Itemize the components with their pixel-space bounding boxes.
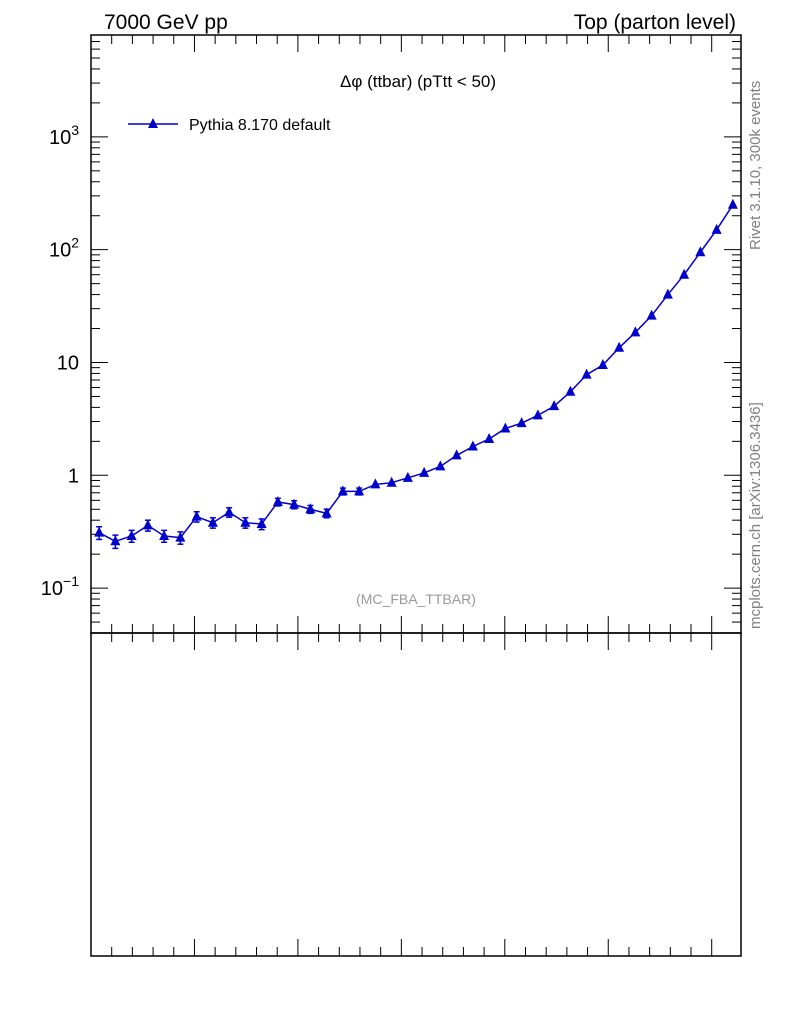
y-tick-label: 103	[49, 122, 79, 149]
data-point-marker	[662, 288, 673, 299]
data-point-marker	[402, 471, 413, 482]
header-energy-label: 7000 GeV pp	[104, 11, 228, 34]
data-point-marker	[289, 498, 300, 509]
data-point-marker	[500, 422, 511, 433]
y-tick-label: 10	[57, 352, 79, 374]
x-axis-ticks	[90, 35, 713, 956]
rivet-version-label: Rivet 3.1.10, 300k events	[747, 81, 764, 250]
data-point-marker	[224, 506, 235, 517]
series-line	[98, 204, 734, 543]
data-point-marker	[94, 526, 105, 537]
data-point-marker	[695, 246, 706, 257]
data-point-marker	[240, 516, 251, 527]
data-point-marker	[597, 359, 608, 370]
analysis-watermark: (MC_FBA_TTBAR)	[356, 591, 476, 607]
data-point-marker	[467, 440, 478, 451]
y-tick-label: 1	[68, 465, 79, 487]
mcplots-citation-label: mcplots.cern.ch [arXiv:1306.3436]	[747, 402, 764, 629]
data-point-marker	[370, 478, 381, 489]
data-point-marker	[191, 510, 202, 521]
data-point-marker	[110, 535, 121, 546]
legend: Pythia 8.170 default	[128, 117, 331, 134]
data-point-marker	[581, 368, 592, 379]
plot-title: Δφ (ttbar) (pTtt < 50)	[340, 72, 496, 91]
legend-marker-triangle-icon	[148, 118, 158, 128]
y-tick-label: 102	[49, 235, 79, 262]
series-pythia	[94, 198, 738, 550]
data-point-marker	[386, 476, 397, 487]
data-point-marker	[159, 529, 170, 540]
data-point-marker	[419, 466, 430, 477]
data-point-marker	[516, 417, 527, 428]
data-point-marker	[337, 485, 348, 496]
data-point-marker	[679, 268, 690, 279]
data-point-marker	[435, 460, 446, 471]
data-point-marker	[272, 495, 283, 506]
data-point-marker	[484, 432, 495, 443]
data-point-marker	[207, 516, 218, 527]
legend-series-label: Pythia 8.170 default	[189, 117, 331, 134]
data-point-marker	[549, 400, 560, 411]
data-point-marker	[321, 507, 332, 518]
data-point-marker	[305, 503, 316, 514]
data-point-marker	[630, 326, 641, 337]
data-point-marker	[126, 529, 137, 540]
data-point-marker	[532, 409, 543, 420]
data-point-marker	[354, 485, 365, 496]
header-process-label: Top (parton level)	[574, 11, 736, 34]
data-point-marker	[565, 385, 576, 396]
data-point-marker	[614, 341, 625, 352]
data-point-marker	[142, 519, 153, 530]
data-point-marker	[175, 531, 186, 542]
y-axis-ticks	[91, 34, 741, 634]
data-point-marker	[727, 198, 738, 209]
ratio-plot-frame	[90, 632, 742, 957]
data-point-marker	[711, 223, 722, 234]
y-tick-label: 10−1	[41, 573, 79, 600]
data-point-marker	[256, 518, 267, 529]
data-point-marker	[646, 309, 657, 320]
data-point-marker	[451, 449, 462, 460]
y-axis-tick-labels: 10−1 1 10 102 103	[41, 122, 79, 600]
